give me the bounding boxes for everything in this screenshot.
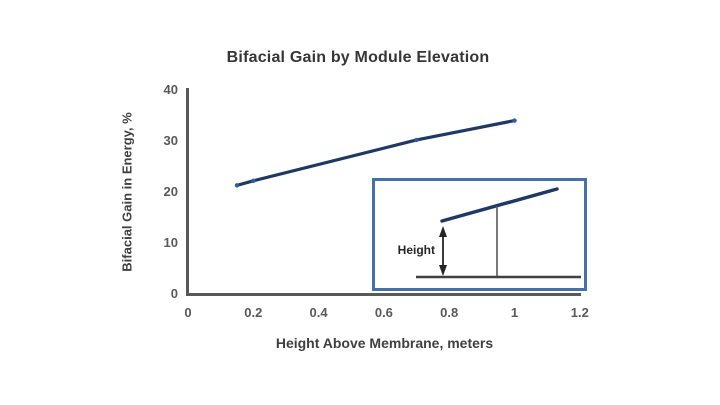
inset-diagram: Height [372,178,587,291]
data-point-marker [234,183,240,188]
x-tick-label: 0.6 [374,305,393,320]
inset-height-arrow [439,226,447,276]
y-axis-title: Bifacial Gain in Energy, % [119,112,135,272]
x-axis-title: Height Above Membrane, meters [275,335,494,351]
data-point-marker [251,178,256,183]
inset-height-label: Height [397,243,435,257]
x-tick-label: 1.2 [570,305,589,320]
y-tick-label: 20 [163,184,178,199]
x-tick-label: 0.8 [440,305,459,320]
data-point-marker [512,118,517,123]
inset-module-line [440,187,559,223]
y-tick-label: 30 [163,133,178,148]
y-tick-label: 10 [163,235,178,250]
x-tick-label: 0 [184,305,192,320]
x-axis-line [186,293,581,296]
x-tick-label: 1 [510,305,519,320]
x-tick-label: 0.4 [309,305,328,320]
y-axis-line [186,88,189,296]
y-tick-label: 0 [170,286,178,301]
data-point-marker [414,137,419,143]
x-tick-label: 0.2 [244,305,263,320]
y-tick-label: 40 [163,82,178,97]
chart-title: Bifacial Gain by Module Elevation [226,49,490,66]
